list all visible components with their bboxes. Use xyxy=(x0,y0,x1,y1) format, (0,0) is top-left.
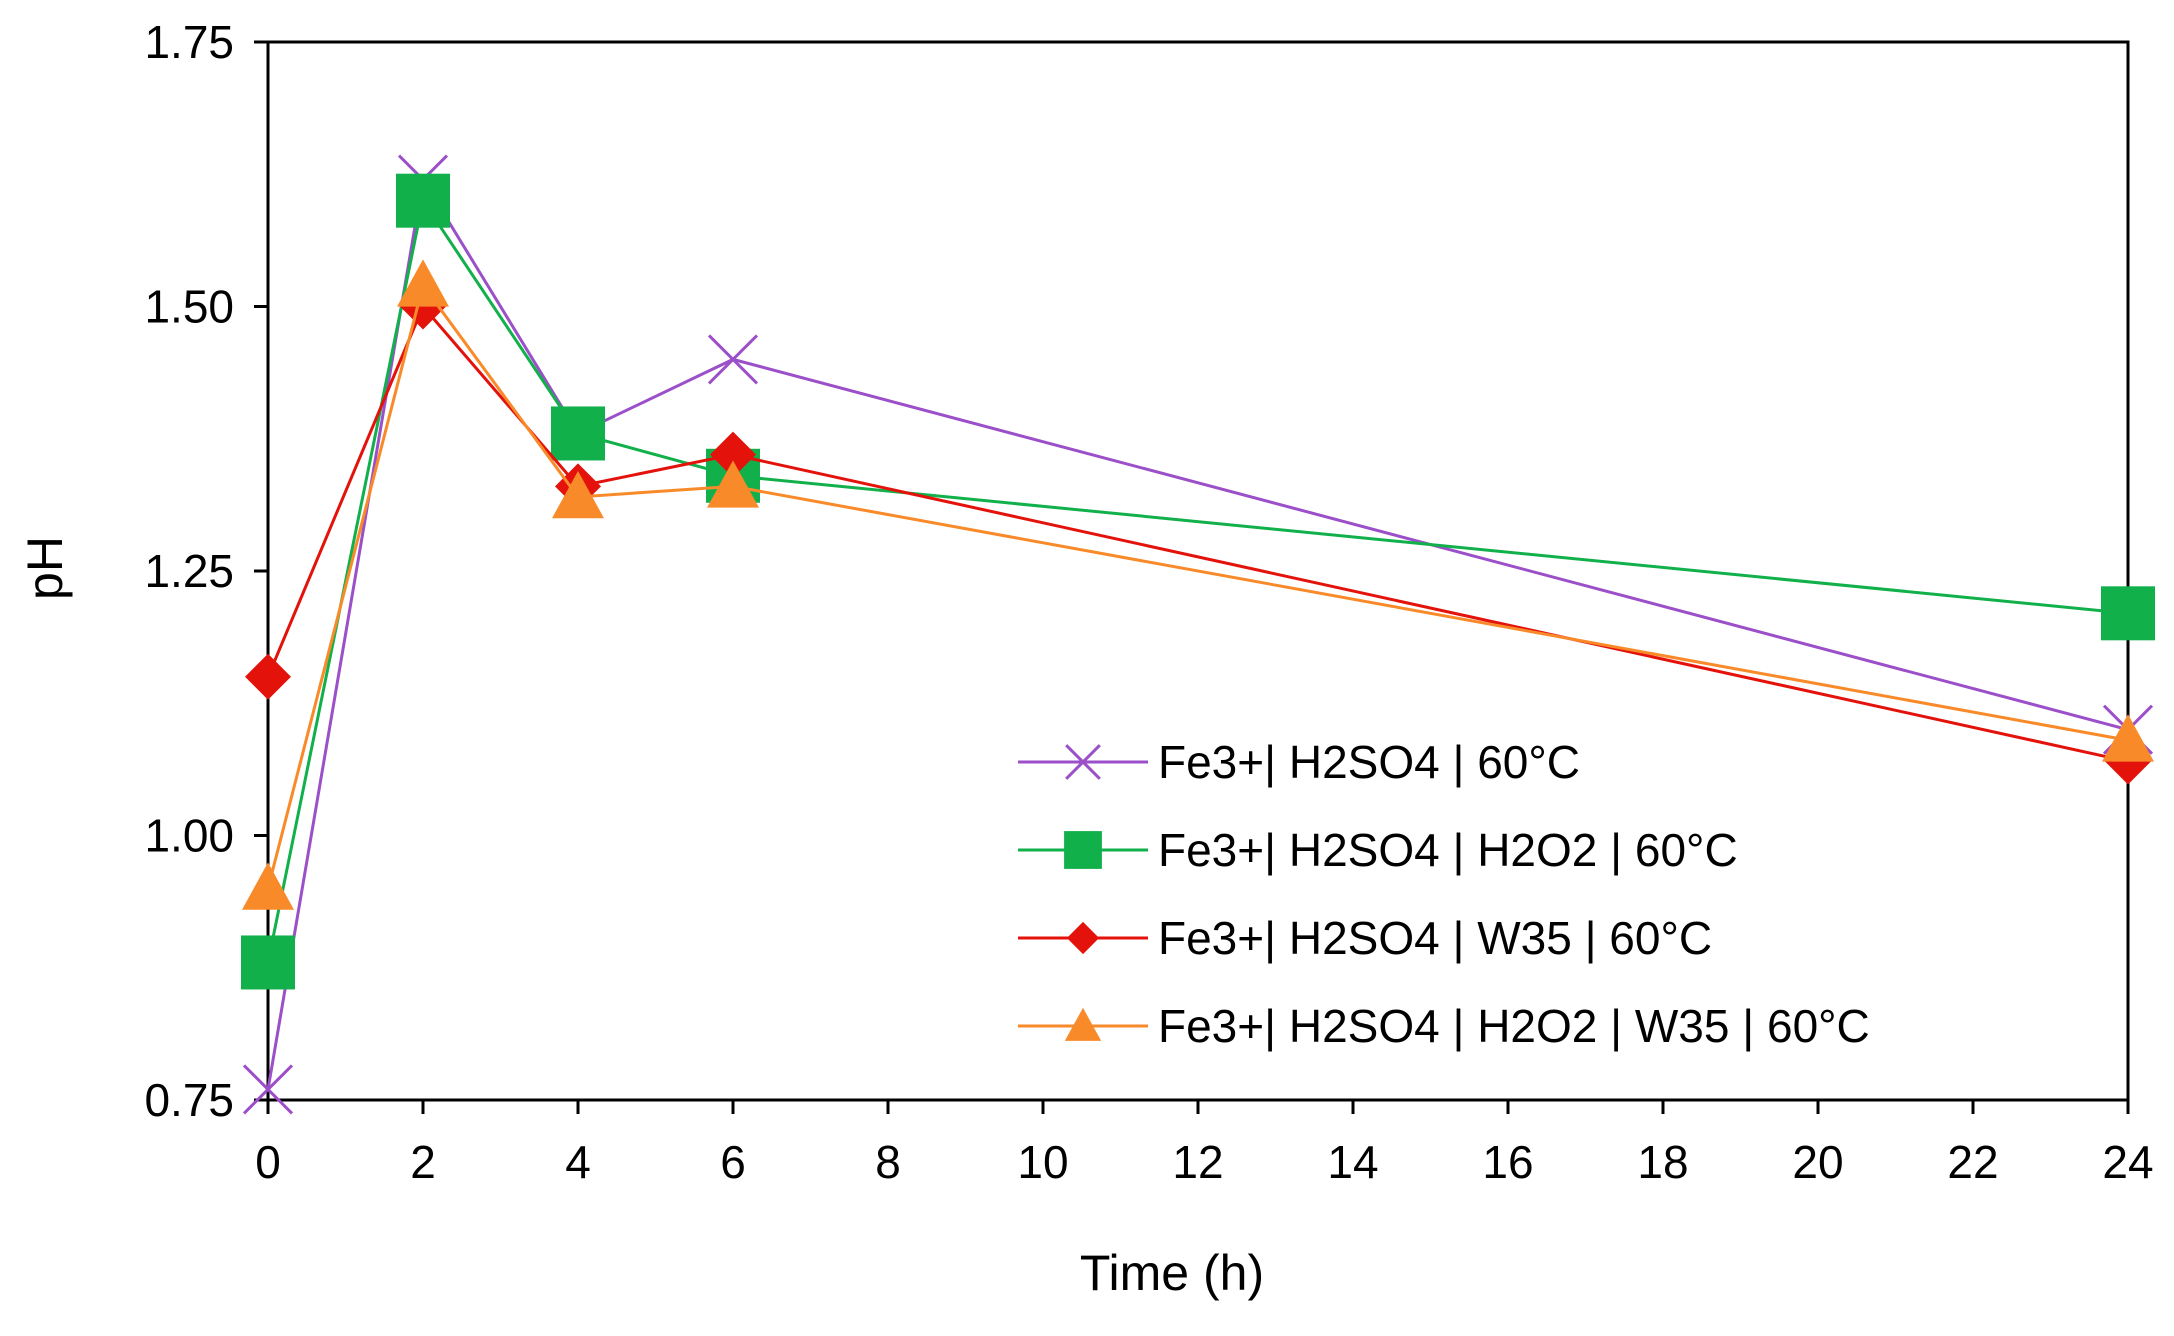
square-marker xyxy=(396,173,450,228)
diamond-marker xyxy=(710,431,756,478)
legend-label: Fe3+| H2SO4 | H2O2 | W35 | 60°C xyxy=(1158,1000,1870,1052)
y-tick-label: 1.50 xyxy=(144,281,234,333)
x-tick-label: 4 xyxy=(565,1136,591,1188)
y-tick-label: 1.00 xyxy=(144,810,234,862)
x-marker xyxy=(242,1064,294,1115)
legend: Fe3+| H2SO4 | 60°C Fe3+| H2SO4 | H2O2 | 6… xyxy=(1018,736,1870,1052)
square-marker xyxy=(1064,831,1102,869)
legend-item: Fe3+| H2SO4 | W35 | 60°C xyxy=(1018,912,1712,964)
triangle-marker xyxy=(2102,714,2154,762)
x-tick-label: 8 xyxy=(875,1136,901,1188)
x-tick-label: 20 xyxy=(1792,1136,1843,1188)
triangle-marker xyxy=(707,460,759,508)
x-marker-stroke xyxy=(242,1064,294,1115)
x-tick-label: 6 xyxy=(720,1136,746,1188)
x-tick-label: 18 xyxy=(1637,1136,1688,1188)
y-tick-label: 0.75 xyxy=(144,1074,234,1126)
x-marker xyxy=(1065,744,1101,780)
legend-item: Fe3+| H2SO4 | 60°C xyxy=(1018,736,1580,788)
x-marker-stroke xyxy=(1065,744,1101,780)
x-marker xyxy=(707,334,759,385)
x-tick-label: 0 xyxy=(255,1136,281,1188)
legend-item: Fe3+| H2SO4 | H2O2 | W35 | 60°C xyxy=(1018,1000,1870,1052)
series-4 xyxy=(242,259,2154,910)
y-tick-label: 1.25 xyxy=(144,545,234,597)
y-tick-label: 1.75 xyxy=(144,16,234,68)
legend-label: Fe3+| H2SO4 | W35 | 60°C xyxy=(1158,912,1712,964)
x-tick-label: 16 xyxy=(1482,1136,1533,1188)
triangle-marker xyxy=(397,259,449,307)
x-tick-label: 22 xyxy=(1947,1136,1998,1188)
square-marker xyxy=(241,935,295,990)
x-tick-label: 14 xyxy=(1327,1136,1378,1188)
series-line xyxy=(266,303,2129,763)
square-marker xyxy=(551,406,605,461)
legend-item: Fe3+| H2SO4 | H2O2 | 60°C xyxy=(1018,824,1738,876)
x-tick-label: 10 xyxy=(1017,1136,1068,1188)
x-tick-label: 24 xyxy=(2102,1136,2153,1188)
x-axis-title: Time (h) xyxy=(1080,1245,1264,1301)
x-tick-label: 2 xyxy=(410,1136,436,1188)
series-1 xyxy=(242,154,2154,1115)
y-axis-title: pH xyxy=(17,536,73,600)
x-tick-label: 12 xyxy=(1172,1136,1223,1188)
diamond-marker xyxy=(245,653,291,700)
legend-label: Fe3+| H2SO4 | H2O2 | 60°C xyxy=(1158,824,1738,876)
triangle-marker xyxy=(1064,1007,1102,1041)
triangle-marker xyxy=(552,470,604,519)
square-marker xyxy=(2101,586,2155,641)
diamond-marker xyxy=(1066,921,1100,955)
triangle-marker xyxy=(242,862,294,910)
legend-label: Fe3+| H2SO4 | 60°C xyxy=(1158,736,1580,788)
x-marker-stroke xyxy=(707,334,759,385)
